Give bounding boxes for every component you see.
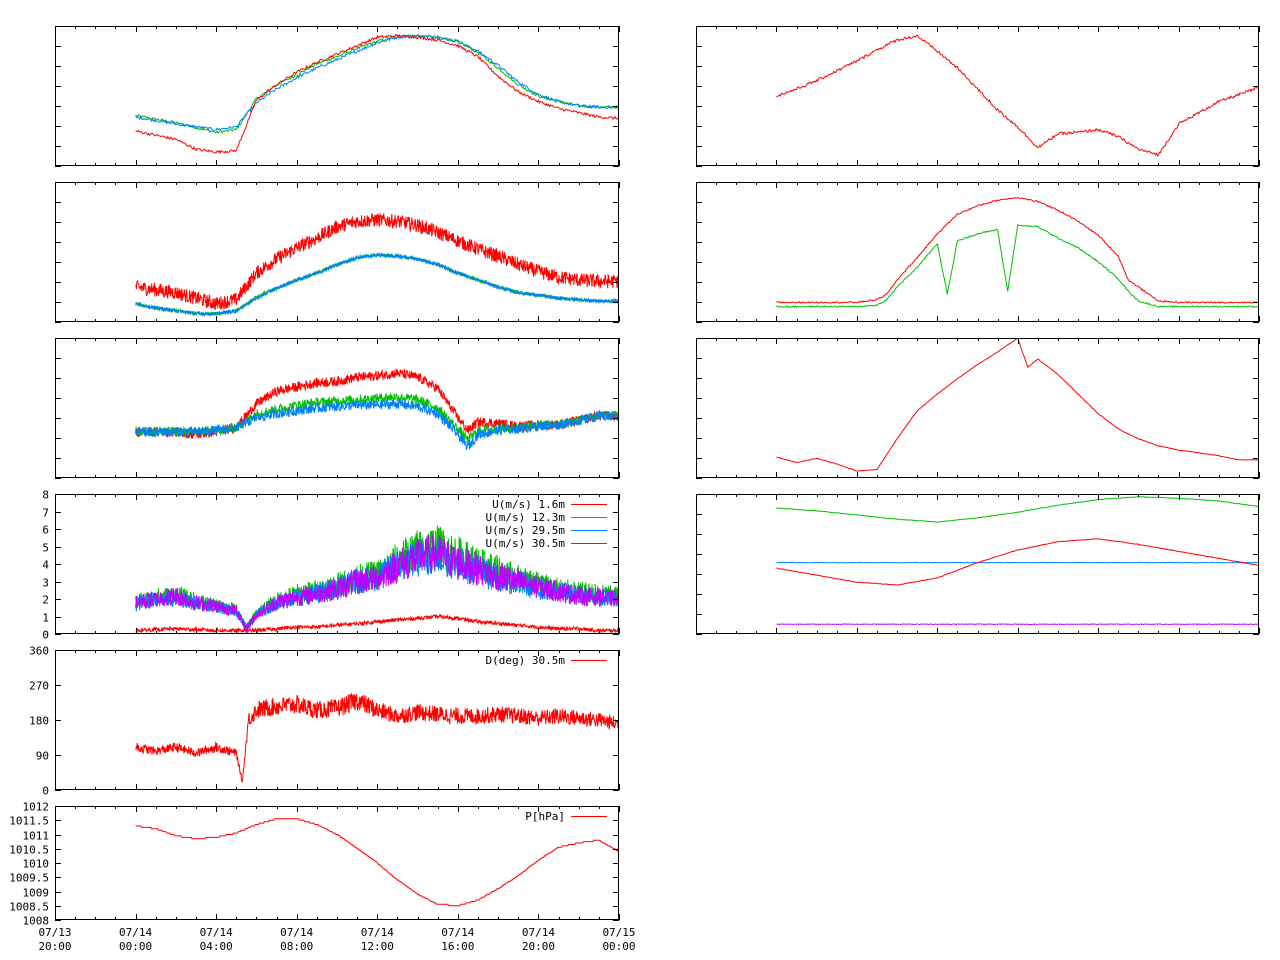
y-tick-label: 270: [29, 680, 49, 693]
series-line-left-1-1: [135, 34, 619, 132]
x-tick-label-time: 20:00: [522, 940, 555, 953]
y-tick-label: 5: [42, 542, 49, 555]
series-line-right-3-0: [776, 338, 1259, 472]
series-line-left-5-0: [135, 693, 619, 783]
legend-label: U(m/s) 29.5m: [486, 524, 566, 537]
x-tick-label-date: 07/13: [38, 926, 71, 939]
x-tick-label-time: 08:00: [280, 940, 313, 953]
plot-frame: [696, 26, 1259, 166]
series-line-right-2-0: [776, 196, 1259, 304]
series-line-right-4-0: [776, 496, 1259, 523]
y-tick-label: 180: [29, 715, 49, 728]
plot-frame: [55, 26, 619, 166]
panel-left-5: 0 90 180 270 360 D(deg) 30.5m: [29, 645, 620, 798]
x-tick-label-date: 07/14: [441, 926, 474, 939]
series-line-right-4-3: [776, 623, 1259, 626]
series-line-right-2-1: [776, 224, 1259, 309]
y-tick-label: 7: [42, 507, 49, 520]
y-tick-label: 6: [42, 524, 49, 537]
series-line-right-4-1: [776, 561, 1259, 564]
panel-right-2: [696, 182, 1260, 323]
panel-left-4: 0 1 2 3 4 5 6 7 8 U(m/s) 1.6mU(m/s) 12.3mU(m/s) 2…: [42, 489, 620, 642]
panel-right-3: [696, 338, 1260, 479]
y-tick-label: 1008.5: [9, 901, 49, 914]
y-tick-label: 3: [42, 577, 49, 590]
legend-label: U(m/s) 1.6m: [492, 498, 565, 511]
x-tick-label-date: 07/14: [119, 926, 152, 939]
panel-left-3: [55, 338, 620, 479]
x-tick-label-date: 07/14: [280, 926, 313, 939]
plot-frame: [696, 338, 1259, 478]
x-tick-label-date: 07/14: [361, 926, 394, 939]
x-tick-label-time: 12:00: [361, 940, 394, 953]
y-tick-label: 2: [42, 594, 49, 607]
series-line-left-2-0: [135, 213, 619, 311]
x-tick-label-date: 07/15: [602, 926, 635, 939]
y-tick-label: 0: [42, 785, 49, 798]
y-tick-label: 360: [29, 645, 49, 658]
y-tick-label: 90: [36, 750, 49, 763]
y-tick-label: 0: [42, 629, 49, 642]
series-line-right-1-0: [776, 34, 1259, 157]
series-line-left-3-2: [135, 398, 619, 451]
series-line-left-6-0: [135, 818, 619, 907]
series-line-right-4-2: [776, 538, 1259, 586]
panel-left-2: [55, 182, 620, 323]
x-tick-label-time: 00:00: [602, 940, 635, 953]
series-line-left-4-2: [135, 534, 619, 634]
x-tick-label-time: 04:00: [200, 940, 233, 953]
legend-label: U(m/s) 30.5m: [486, 537, 566, 550]
x-tick-label-date: 07/14: [522, 926, 555, 939]
legend-label: U(m/s) 12.3m: [486, 511, 566, 524]
panel-left-1: [55, 26, 620, 167]
y-tick-label: 4: [42, 559, 49, 572]
series-line-left-2-2: [135, 251, 619, 318]
panel-right-4: [696, 494, 1260, 635]
legend-label: P[hPa]: [525, 810, 565, 823]
series-line-left-1-2: [135, 34, 619, 155]
panel-right-1: [696, 26, 1260, 167]
y-tick-label: 1010: [23, 858, 50, 871]
y-tick-label: 1: [42, 612, 49, 625]
y-tick-label: 1009.5: [9, 872, 49, 885]
series-line-left-1-0: [135, 33, 619, 134]
y-tick-label: 1010.5: [9, 844, 49, 857]
x-tick-label-time: 16:00: [441, 940, 474, 953]
y-tick-label: 1012: [23, 801, 50, 814]
plot-frame: [696, 182, 1259, 322]
y-tick-label: 1008: [23, 915, 50, 928]
plot-frame: [696, 494, 1259, 634]
y-tick-label: 1011.5: [9, 815, 49, 828]
legend-label: D(deg) 30.5m: [486, 654, 566, 667]
y-tick-label: 8: [42, 489, 49, 502]
plot-frame: [55, 182, 619, 322]
x-tick-label-time: 20:00: [38, 940, 71, 953]
x-tick-label-date: 07/14: [200, 926, 233, 939]
y-tick-label: 1009: [23, 887, 50, 900]
x-tick-label-time: 00:00: [119, 940, 152, 953]
y-tick-label: 1011: [23, 830, 50, 843]
